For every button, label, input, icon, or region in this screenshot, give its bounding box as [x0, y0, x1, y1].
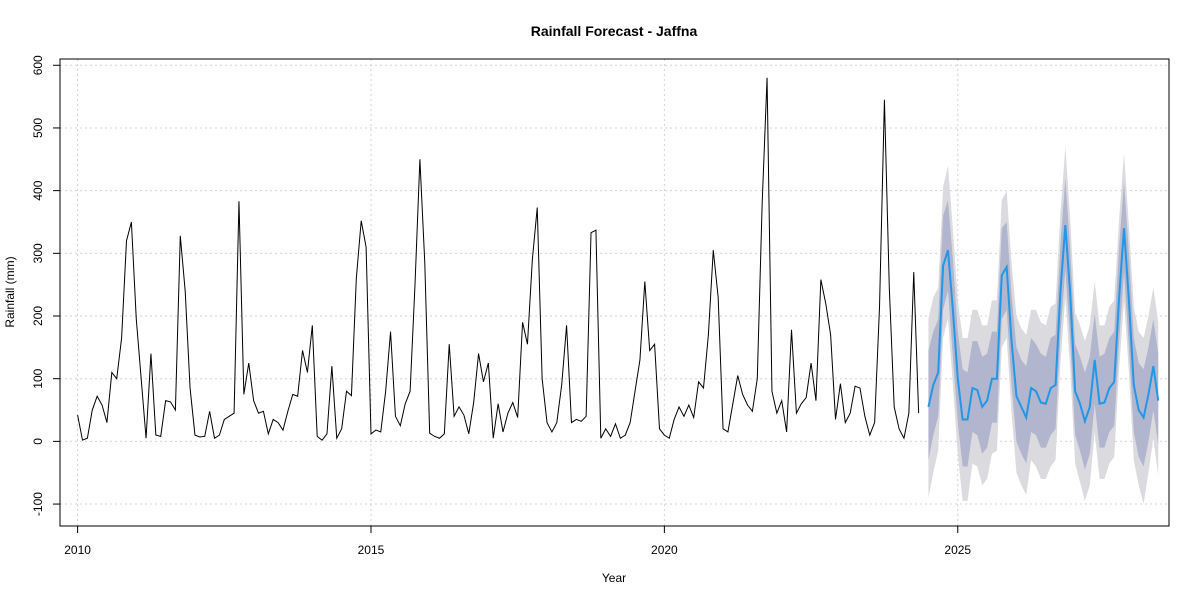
forecast-mean-line [927, 225, 1160, 425]
observed-line [77, 77, 920, 441]
x-tick-label: 2020 [651, 543, 678, 557]
x-tick-label: 2010 [64, 543, 91, 557]
y-tick-label: -100 [31, 492, 45, 516]
y-tick-label: 200 [31, 306, 45, 326]
y-tick-label: 500 [31, 118, 45, 138]
observed-series [77, 77, 920, 441]
forecast-mean-series [927, 225, 1160, 425]
y-axis-label: Rainfall (mm) [3, 256, 17, 327]
y-tick-label: 100 [31, 368, 45, 388]
x-axis: 2010 2015 2020 2025 [64, 525, 971, 557]
chart-title: Rainfall Forecast - Jaffna [531, 23, 698, 39]
interval-80-band [928, 178, 1159, 470]
x-tick-label: 2015 [358, 543, 385, 557]
x-tick-label: 2025 [944, 543, 971, 557]
x-axis-label: Year [602, 571, 626, 585]
y-tick-label: 300 [31, 243, 45, 263]
y-tick-label: 0 [31, 438, 45, 445]
y-tick-label: 600 [31, 55, 45, 75]
y-tick-label: 400 [31, 180, 45, 200]
interval-80-area [928, 178, 1159, 470]
y-axis: -100 0 100 200 300 400 500 600 [31, 55, 61, 516]
